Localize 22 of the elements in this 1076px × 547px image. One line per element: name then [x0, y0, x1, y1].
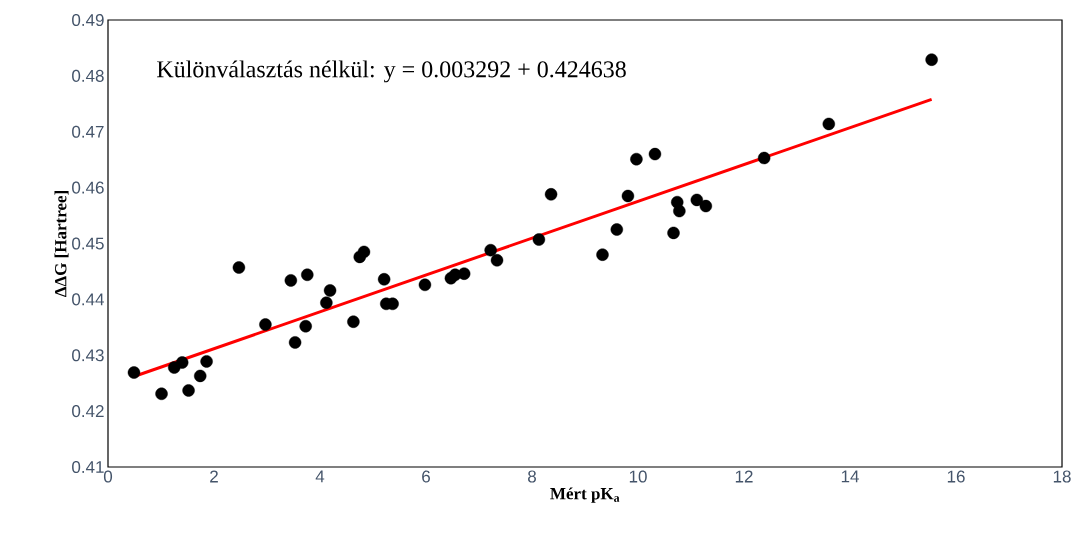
y-axis-title: ΔΔG [Hartree]	[54, 191, 69, 297]
y-tick-label: 0.45	[72, 237, 104, 250]
x-tick-label: 18	[1053, 470, 1071, 483]
y-tick-label: 0.47	[72, 125, 104, 138]
x-tick-label: 12	[735, 470, 753, 483]
x-tick-label: 2	[210, 470, 218, 483]
y-tick-label: 0.42	[72, 405, 104, 418]
y-tick-label: 0.46	[72, 181, 104, 194]
x-tick-label: 14	[841, 470, 859, 483]
y-tick-label: 0.43	[72, 349, 104, 362]
y-tick-label: 0.49	[72, 13, 104, 27]
x-tick-label: 6	[422, 470, 430, 483]
annotation: Különválasztás nélkül: y = 0.003292 + 0.424638	[157, 60, 626, 83]
y-tick-label: 0.41	[72, 460, 104, 474]
y-tick-label: 0.48	[72, 69, 104, 82]
x-tick-label: 16	[947, 470, 965, 483]
x-tick-label: 8	[528, 470, 536, 483]
x-tick-label: 0	[103, 470, 113, 483]
x-axis-title: Mért pK$_{a}$	[550, 487, 620, 503]
x-tick-label: 4	[315, 470, 325, 483]
x-tick-label: 10	[629, 470, 647, 483]
y-tick-label: 0.44	[72, 293, 104, 306]
